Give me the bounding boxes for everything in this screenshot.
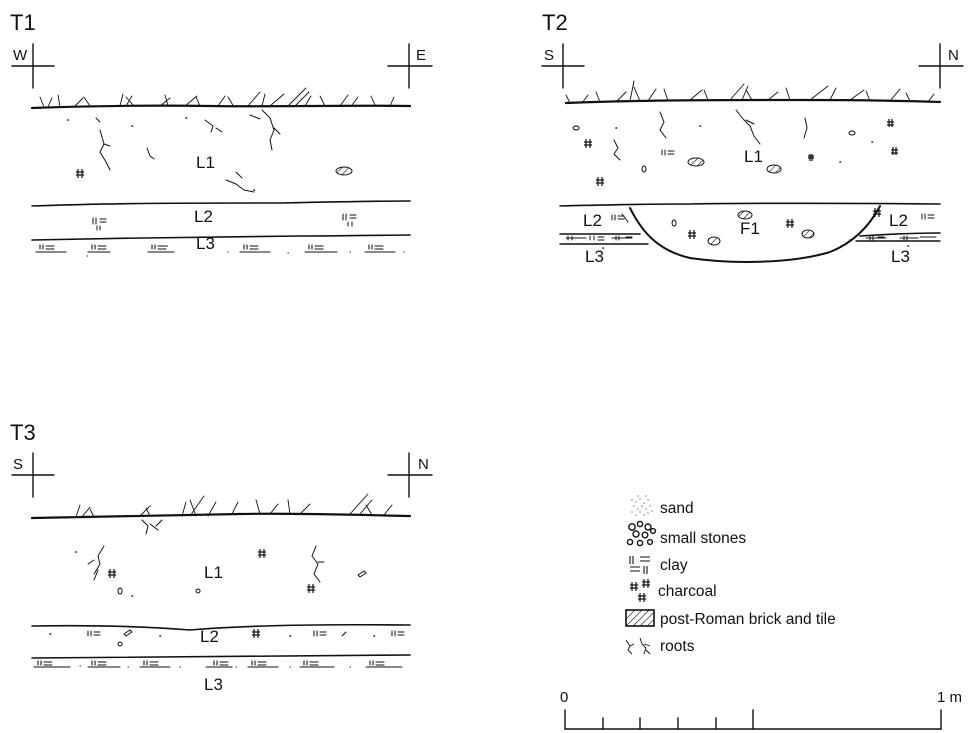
grass-tufts	[565, 80, 935, 104]
layer-boundary	[31, 234, 411, 241]
l3-clay-band	[33, 660, 403, 668]
charcoal-marks	[76, 169, 84, 178]
charcoal-marks	[584, 119, 898, 186]
clay-marks	[92, 213, 357, 231]
section-title: T1	[10, 10, 36, 35]
layer-label: L1	[744, 147, 763, 166]
legend-label: post-Roman brick and tile	[660, 611, 836, 628]
layer-label: L2	[583, 211, 602, 230]
small-stones	[572, 125, 856, 173]
section-title: T2	[542, 10, 568, 35]
ground-surface	[30, 512, 412, 520]
layer-label: L2	[194, 207, 213, 226]
dots	[49, 633, 376, 637]
small-stones	[671, 219, 677, 227]
clay-marks	[87, 629, 405, 647]
section-t1: T1 W E L1 L2 L3	[10, 10, 433, 257]
grid-marker-right: N	[918, 43, 964, 89]
direction-label: W	[13, 47, 28, 64]
ground-surface	[564, 98, 942, 105]
clay-marks	[565, 213, 937, 241]
clay-marks	[661, 149, 675, 156]
layer-boundary	[31, 200, 411, 207]
charcoal-marks	[252, 629, 260, 638]
roots-icon	[625, 637, 651, 655]
section-t3: T3 S N L1 L2 L3	[10, 420, 433, 694]
layer-boundary	[31, 623, 411, 631]
scale-end-label: 1 m	[937, 689, 962, 706]
grid-marker-left: S	[541, 43, 585, 89]
direction-label: S	[13, 456, 23, 473]
sand-icon	[631, 495, 653, 516]
legend: sand small stones clay charcoal post-Rom…	[625, 495, 836, 655]
scale-bar: 0 1 m	[560, 689, 962, 730]
direction-label: S	[544, 47, 554, 64]
direction-label: E	[416, 47, 426, 64]
layer-label: L1	[196, 153, 215, 172]
layer-label: L3	[585, 247, 604, 266]
layer-boundary	[559, 202, 941, 207]
legend-label: sand	[660, 500, 694, 517]
roots-drawing	[613, 109, 808, 161]
dots	[615, 125, 874, 163]
feature-cut	[629, 205, 881, 263]
grid-marker-right: N	[387, 452, 433, 498]
ground-surface	[30, 104, 412, 110]
legend-label: charcoal	[658, 583, 717, 600]
layer-label: L2	[889, 211, 908, 230]
brick-fragments	[687, 157, 782, 174]
layer-boundary	[559, 240, 941, 245]
feature-label: F1	[740, 219, 760, 238]
grass-tufts	[75, 493, 393, 518]
layer-label: L3	[196, 234, 215, 253]
layer-label: L1	[204, 563, 223, 582]
direction-label: N	[418, 456, 429, 473]
dots	[75, 551, 134, 597]
legend-label: clay	[660, 557, 688, 574]
dots	[67, 117, 256, 191]
grid-marker-right: E	[387, 43, 433, 89]
roots-drawing	[95, 109, 281, 193]
brick-tile-icon	[625, 609, 655, 627]
small-stones-icon	[626, 520, 657, 547]
charcoal-marks	[108, 549, 315, 593]
grid-marker-left: W	[11, 43, 55, 89]
layer-boundary	[31, 654, 411, 659]
grass-tufts	[39, 87, 395, 108]
legend-label: small stones	[660, 530, 746, 547]
layer-boundary	[559, 232, 941, 237]
small-stones	[117, 570, 367, 595]
grid-marker-left: S	[11, 452, 55, 498]
section-title: T3	[10, 420, 36, 445]
l3-clay-band	[35, 244, 406, 257]
direction-label: N	[948, 47, 959, 64]
layer-label: L3	[204, 675, 223, 694]
brick-fragment	[335, 166, 353, 176]
roots-drawing	[87, 519, 325, 583]
legend-label: roots	[660, 638, 695, 655]
layer-label: L3	[891, 247, 910, 266]
dots	[602, 239, 910, 249]
charcoal-marks	[688, 208, 881, 239]
charcoal-icon	[630, 579, 650, 602]
layer-label: L2	[200, 627, 219, 646]
clay-icon	[629, 556, 650, 574]
brick-fragments	[707, 210, 815, 246]
section-t2: T2 S N L1	[541, 10, 964, 266]
scale-start-label: 0	[560, 689, 568, 706]
